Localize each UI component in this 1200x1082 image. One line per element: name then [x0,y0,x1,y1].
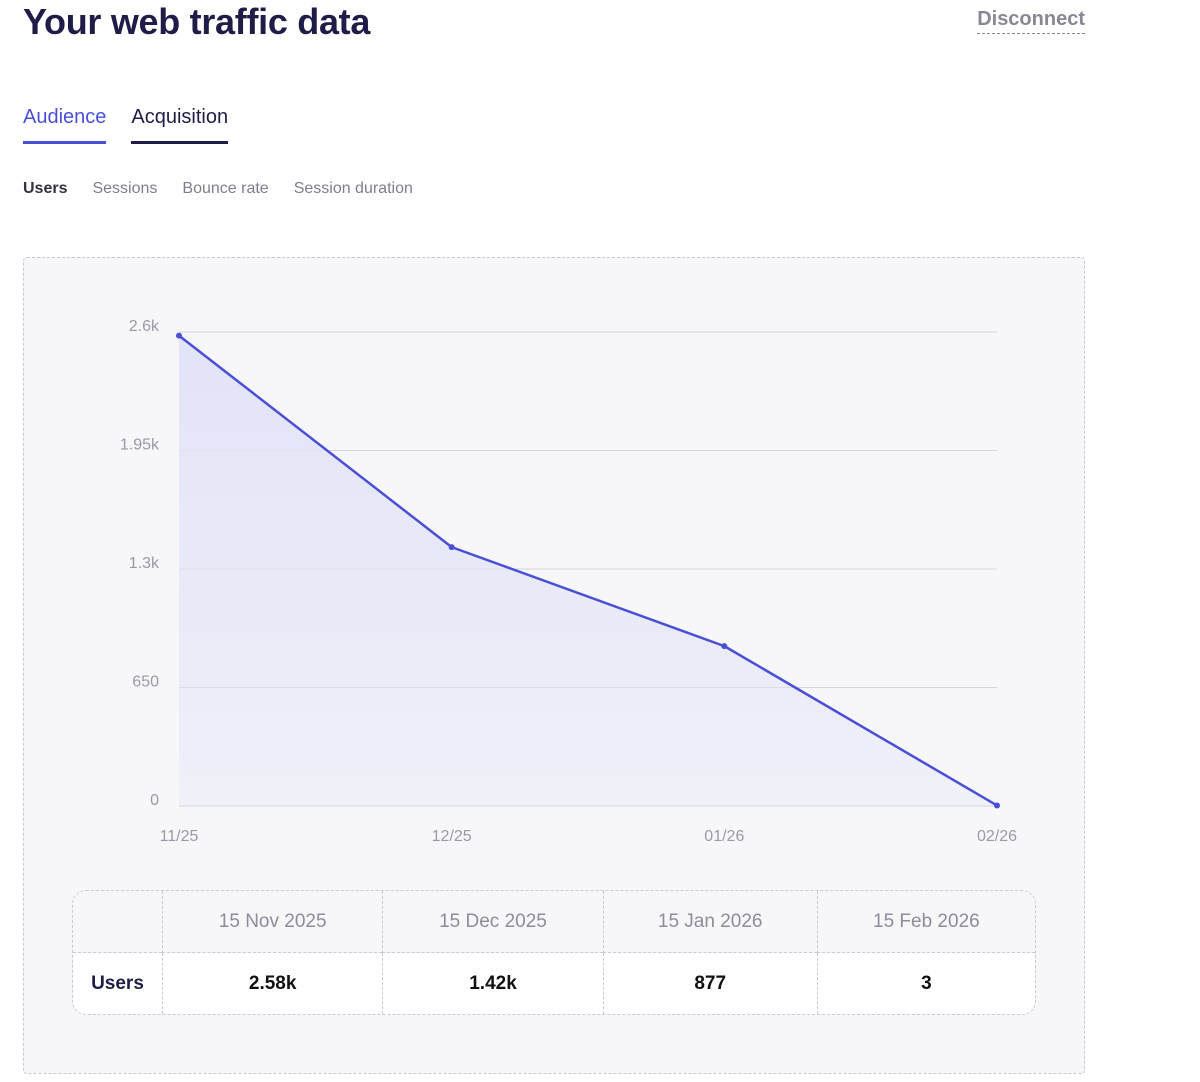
subtab-session-duration[interactable]: Session duration [293,180,413,197]
data-table: 15 Nov 2025 15 Dec 2025 15 Jan 2026 15 F… [72,890,1036,1015]
subtab-users[interactable]: Users [23,180,68,197]
subtab-bounce-rate[interactable]: Bounce rate [182,180,269,197]
table-cell: 2.58k [162,953,383,1014]
y-tick-label: 650 [132,674,159,691]
table-cell: 1.42k [382,953,603,1014]
data-point [448,544,455,551]
tab-acquisition[interactable]: Acquisition [131,106,229,144]
users-area-fill [179,335,997,806]
table-cell: 877 [602,953,817,1014]
table-header-row: 15 Nov 2025 15 Dec 2025 15 Jan 2026 15 F… [73,891,1035,953]
disconnect-link[interactable]: Disconnect [977,8,1085,34]
users-series-line [178,334,998,807]
table-row: Users 2.58k 1.42k 877 3 [73,953,1035,1014]
x-tick-label: 12/25 [432,828,472,845]
y-tick-label: 2.6k [129,318,160,335]
table-header-date: 15 Dec 2025 [382,891,603,953]
x-tick-label: 02/26 [977,828,1017,845]
table-cell: 3 [816,953,1035,1014]
subtab-sessions[interactable]: Sessions [92,180,158,197]
data-point [994,802,1000,809]
data-point [721,643,728,650]
table-header-date: 15 Feb 2026 [816,891,1035,953]
users-chart: 0 650 1.3k 1.95k 2.6k 11/25 12/25 01/26 02/26 [120,318,1017,845]
table-row-label: Users [73,953,162,1014]
x-tick-label: 11/25 [160,828,199,845]
main-tabs: Audience Acquisition [23,106,229,144]
data-point [176,332,182,339]
page-title: Your web traffic data [23,1,371,42]
chart-panel: 0 650 1.3k 1.95k 2.6k 11/25 12/25 01/26 02/26 15… [23,257,1085,1074]
table-header-date: 15 Jan 2026 [602,891,817,953]
metric-tabs: Users Sessions Bounce rate Session durat… [23,180,413,198]
table-header-date: 15 Nov 2025 [162,891,383,953]
x-tick-label: 01/26 [704,828,744,845]
y-tick-label: 1.95k [120,437,160,454]
y-tick-label: 0 [150,792,159,809]
tab-audience[interactable]: Audience [23,106,107,144]
y-tick-label: 1.3k [129,555,160,572]
table-header-corner [73,891,162,953]
